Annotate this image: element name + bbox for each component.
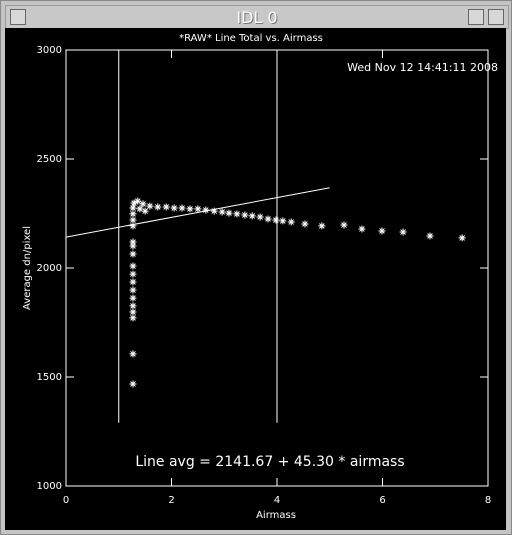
chart-title: *RAW* Line Total vs. Airmass (179, 33, 323, 44)
data-point (202, 206, 210, 214)
data-point (272, 216, 280, 224)
y-tick-label: 1500 (37, 372, 62, 383)
data-point (256, 213, 264, 221)
data-point (186, 205, 194, 213)
y-tick-label: 2500 (37, 154, 62, 165)
data-point (129, 380, 137, 388)
data-point (287, 218, 295, 226)
data-point (318, 222, 326, 230)
data-point (241, 211, 249, 219)
data-point (129, 350, 137, 358)
fit-line (65, 187, 330, 238)
data-point (378, 227, 386, 235)
window-title: IDL 0 (236, 8, 278, 27)
data-point (134, 197, 142, 205)
data-point (264, 215, 272, 223)
x-tick-label: 8 (485, 495, 491, 506)
data-point (426, 232, 434, 240)
y-tick-label: 2000 (37, 263, 62, 274)
data-point (136, 205, 144, 213)
data-point (170, 204, 178, 212)
data-point (129, 238, 137, 246)
data-point (129, 302, 137, 310)
fit-annotation: Line avg = 2141.67 + 45.30 * airmass (135, 454, 404, 470)
x-tick-label: 4 (274, 495, 280, 506)
x-tick-label: 6 (379, 495, 385, 506)
y-axis-label: Average dn/pixel (22, 226, 33, 310)
data-point (129, 210, 137, 218)
plot-window: *RAW* Line Total vs. Airmass Wed Nov 12 … (5, 28, 506, 530)
data-point (129, 262, 137, 270)
y-tick-label: 3000 (37, 45, 62, 56)
data-point (129, 314, 137, 322)
data-point (248, 212, 256, 220)
x-tick-label: 2 (168, 495, 174, 506)
data-point (129, 286, 137, 294)
data-point (129, 308, 137, 316)
data-point (340, 221, 348, 229)
background (5, 28, 506, 530)
data-point (129, 270, 137, 278)
data-point (154, 203, 162, 211)
maximize-button[interactable] (488, 9, 504, 25)
data-point (146, 202, 154, 210)
x-axis-label: Airmass (256, 510, 296, 521)
data-point (129, 222, 137, 230)
data-point (210, 207, 218, 215)
data-point (129, 216, 137, 224)
data-point (399, 228, 407, 236)
data-point (129, 294, 137, 302)
data-point (129, 278, 137, 286)
data-point (233, 210, 241, 218)
data-point (178, 204, 186, 212)
data-point (129, 204, 137, 212)
data-point (218, 208, 226, 216)
y-tick-label: 1000 (37, 481, 62, 492)
data-point (139, 200, 147, 208)
data-point (279, 217, 287, 225)
timestamp: Wed Nov 12 14:41:11 2008 (347, 61, 498, 74)
data-point (194, 205, 202, 213)
data-point (130, 199, 138, 207)
window-menu-button[interactable] (10, 9, 26, 25)
minimize-button[interactable] (468, 9, 484, 25)
data-point (301, 220, 309, 228)
data-point (141, 207, 149, 215)
data-point (458, 234, 466, 242)
x-tick-label: 0 (63, 495, 69, 506)
data-point (358, 225, 366, 233)
data-point (162, 203, 170, 211)
data-point (225, 209, 233, 217)
title-bar: IDL 0 (5, 5, 509, 29)
data-point (129, 250, 137, 258)
data-point (129, 242, 137, 250)
